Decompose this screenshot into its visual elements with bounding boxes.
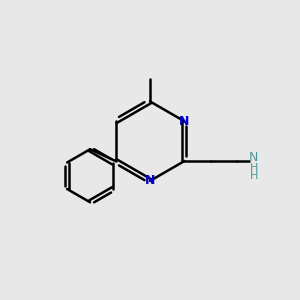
Text: N: N bbox=[249, 151, 258, 164]
Text: N: N bbox=[179, 115, 190, 128]
Text: H: H bbox=[249, 163, 258, 172]
Text: N: N bbox=[145, 174, 155, 188]
Text: H: H bbox=[249, 171, 258, 182]
